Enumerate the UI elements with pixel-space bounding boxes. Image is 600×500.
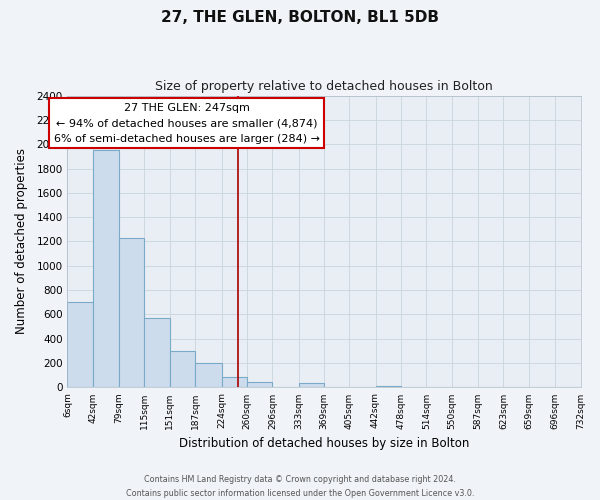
Bar (93, 150, 119, 388)
Bar (196, 363, 221, 388)
Bar (221, 377, 247, 388)
Text: Contains HM Land Registry data © Crown copyright and database right 2024.
Contai: Contains HM Land Registry data © Crown c… (126, 476, 474, 498)
Title: Size of property relative to detached houses in Bolton: Size of property relative to detached ho… (155, 80, 493, 93)
Bar (145, 318, 170, 388)
Bar (67, 302, 93, 388)
Bar (376, 386, 401, 388)
X-axis label: Distribution of detached houses by size in Bolton: Distribution of detached houses by size … (179, 437, 469, 450)
Bar (170, 351, 196, 388)
Text: 27 THE GLEN: 247sqm
← 94% of detached houses are smaller (4,874)
6% of semi-deta: 27 THE GLEN: 247sqm ← 94% of detached ho… (54, 103, 320, 144)
Bar (247, 382, 272, 388)
Text: 27, THE GLEN, BOLTON, BL1 5DB: 27, THE GLEN, BOLTON, BL1 5DB (161, 10, 439, 25)
Bar (119, 238, 145, 388)
Bar (299, 383, 324, 388)
Y-axis label: Number of detached properties: Number of detached properties (15, 148, 28, 334)
